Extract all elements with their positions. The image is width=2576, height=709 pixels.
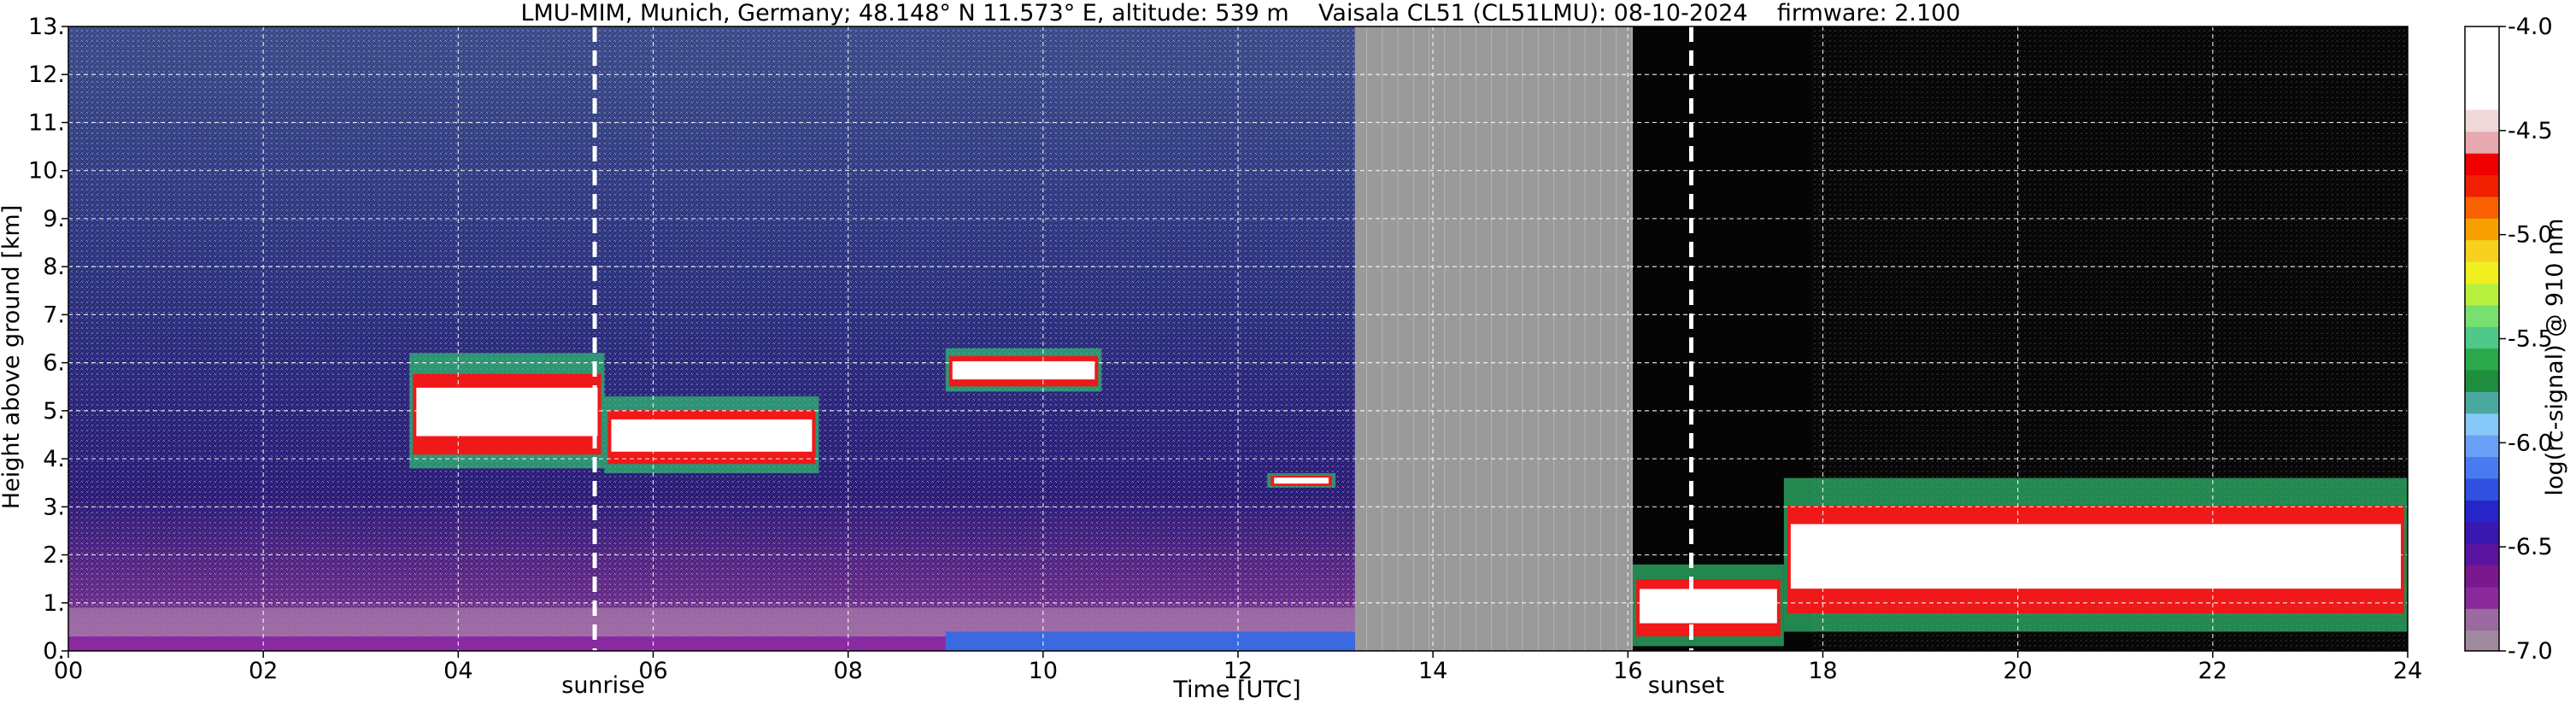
grid-lines bbox=[68, 26, 2408, 651]
colorbar-tick-label: -5.0 bbox=[2508, 222, 2553, 249]
colorbar-swatches bbox=[2465, 26, 2499, 651]
colorbar-tick-label: -6.5 bbox=[2508, 534, 2553, 560]
colorbar-swatch bbox=[2465, 283, 2499, 306]
colorbar-tick-label: -5.5 bbox=[2508, 326, 2553, 353]
aerosol-layer-top bbox=[945, 631, 1355, 651]
colorbar-swatch bbox=[2465, 239, 2499, 262]
colorbar-swatch bbox=[2465, 304, 2499, 327]
colorbar-swatch bbox=[2465, 435, 2499, 458]
cloud-core bbox=[416, 387, 598, 437]
colorbar-swatch bbox=[2465, 565, 2499, 588]
colorbar-tick-label: -6.0 bbox=[2508, 430, 2553, 456]
y-tick-label: 9. bbox=[43, 206, 65, 232]
x-axis-label: Time [UTC] bbox=[1172, 677, 1300, 703]
colorbar-swatch bbox=[2465, 521, 2499, 544]
colorbar-swatch bbox=[2465, 456, 2499, 479]
y-tick-label: 0. bbox=[43, 638, 65, 665]
cloud-core bbox=[1274, 478, 1329, 484]
y-tick-label: 5. bbox=[43, 398, 65, 425]
cloud-core bbox=[1790, 524, 2401, 589]
colorbar-swatch bbox=[2465, 413, 2499, 436]
y-tick-label: 11. bbox=[28, 109, 65, 136]
colorbar-swatch bbox=[2465, 196, 2499, 219]
event-markers: sunrise sunset bbox=[561, 26, 1724, 699]
colorbar-swatch bbox=[2465, 174, 2499, 197]
y-tick-label: 6. bbox=[43, 350, 65, 377]
colorbar-tick-label: -4.5 bbox=[2508, 118, 2553, 144]
colorbar-swatch bbox=[2465, 26, 2499, 110]
y-axis: 0. 1. 2. 3. 4. 5. 6. 7. 8. 9. 10. 11. 12. 13. bbox=[28, 14, 68, 665]
x-axis: 00 02 04 06 08 10 12 14 16 18 20 22 24 bbox=[54, 651, 2422, 684]
y-tick-label: 12. bbox=[28, 62, 65, 88]
y-tick-label: 7. bbox=[43, 302, 65, 328]
cloud-core bbox=[1640, 589, 1777, 624]
y-tick-label: 3. bbox=[43, 494, 65, 520]
x-tick-label: 00 bbox=[54, 658, 83, 684]
y-tick-label: 2. bbox=[43, 542, 65, 569]
x-tick-label: 14 bbox=[1418, 658, 1447, 684]
colorbar-swatch bbox=[2465, 586, 2499, 609]
missing-data-gap bbox=[1354, 26, 1634, 651]
x-tick-label: 24 bbox=[2393, 658, 2422, 684]
colorbar-swatch bbox=[2465, 348, 2499, 371]
colorbar-swatch bbox=[2465, 391, 2499, 414]
colorbar: -4.0 -4.5 -5.0 -5.5 -6.0 -6.5 -7.0 log(rc-sign… bbox=[2464, 14, 2568, 665]
chart-title: LMU-MIM, Munich, Germany; 48.148° N 11.5… bbox=[520, 0, 1960, 26]
sunset-label: sunset bbox=[1648, 672, 1725, 699]
x-tick-label: 12 bbox=[1223, 658, 1253, 684]
x-tick-label: 10 bbox=[1029, 658, 1058, 684]
colorbar-label: log(rc-signal) @ 910 nm bbox=[2542, 219, 2568, 496]
x-tick-label: 04 bbox=[443, 658, 472, 684]
x-tick-label: 06 bbox=[638, 658, 667, 684]
colorbar-swatch bbox=[2465, 478, 2499, 501]
colorbar-swatch bbox=[2465, 109, 2499, 132]
colorbar-swatch bbox=[2465, 370, 2499, 392]
colorbar-tick-label: -7.0 bbox=[2508, 638, 2553, 665]
cloud-core bbox=[952, 360, 1095, 380]
colorbar-swatch bbox=[2465, 500, 2499, 523]
sunrise-label: sunrise bbox=[561, 672, 645, 699]
colorbar-swatch bbox=[2465, 326, 2499, 349]
y-tick-label: 4. bbox=[43, 446, 65, 472]
y-tick-label: 8. bbox=[43, 254, 65, 280]
y-axis-label: Height above ground [km] bbox=[0, 205, 25, 509]
colorbar-swatch bbox=[2465, 630, 2499, 651]
noise-texture-day bbox=[68, 26, 1355, 651]
colorbar-ticks: -4.0 -4.5 -5.0 -5.5 -6.0 -6.5 -7.0 bbox=[2499, 14, 2553, 665]
x-tick-label: 20 bbox=[2003, 658, 2032, 684]
x-tick-label: 02 bbox=[249, 658, 278, 684]
plot-area bbox=[68, 26, 2408, 651]
colorbar-tick-label: -4.0 bbox=[2508, 14, 2553, 40]
y-tick-label: 10. bbox=[28, 158, 65, 185]
x-tick-label: 08 bbox=[833, 658, 862, 684]
colorbar-swatch bbox=[2465, 608, 2499, 631]
colorbar-swatch bbox=[2465, 543, 2499, 565]
y-tick-label: 1. bbox=[43, 590, 65, 617]
colorbar-swatch bbox=[2465, 131, 2499, 154]
colorbar-swatch bbox=[2465, 153, 2499, 176]
x-tick-label: 22 bbox=[2198, 658, 2227, 684]
cloud-core bbox=[611, 419, 813, 452]
colorbar-swatch bbox=[2465, 218, 2499, 241]
colorbar-swatch bbox=[2465, 261, 2499, 284]
x-tick-label: 16 bbox=[1613, 658, 1642, 684]
y-tick-label: 13. bbox=[28, 14, 65, 40]
x-tick-label: 18 bbox=[1808, 658, 1837, 684]
